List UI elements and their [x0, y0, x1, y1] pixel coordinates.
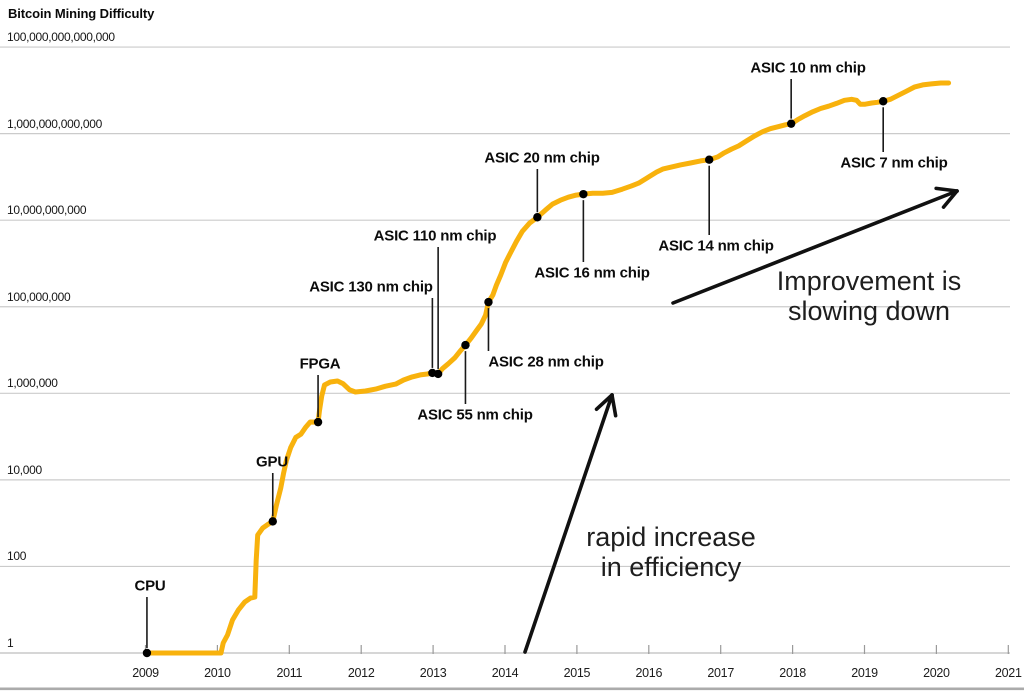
- trend-arrow-improvement-slowing: [671, 189, 959, 305]
- trend-arrow-rapid-increase: [523, 393, 614, 654]
- annotation-label-asic-16-nm-chip: ASIC 16 nm chip: [534, 264, 650, 282]
- trend-arrowhead-improvement-slowing-1: [934, 186, 959, 193]
- improvement-slowing-note-line1: Improvement is: [776, 266, 962, 296]
- x-axis-tick-label: 2017: [707, 666, 734, 680]
- x-axis-tick-label: 2018: [779, 666, 806, 680]
- annotation-label-asic-110-nm-chip: ASIC 110 nm chip: [373, 227, 497, 245]
- annotation-dot: [579, 189, 588, 199]
- y-axis-tick-label: 10,000: [7, 462, 42, 477]
- difficulty-curve: [143, 80, 952, 656]
- improvement-slowing-note: Improvement is slowing down: [777, 266, 962, 326]
- chart-title: Bitcoin Mining Difficulty: [8, 6, 155, 21]
- rapid-increase-note-line2: in efficiency: [600, 552, 742, 582]
- trend-arrowhead-rapid-increase-1: [594, 393, 614, 412]
- annotation-dot: [704, 155, 714, 164]
- annotation-label-cpu: CPU: [134, 577, 166, 595]
- x-axis-tick-label: 2020: [923, 666, 950, 680]
- annotation-dot: [484, 297, 493, 307]
- x-axis-tick-label: 2016: [635, 666, 663, 680]
- annotation-label-asic-28-nm-chip: ASIC 28 nm chip: [488, 353, 604, 371]
- trend-arrowhead-rapid-increase-0: [610, 393, 618, 418]
- x-axis-tick-label: 2021: [994, 666, 1022, 680]
- y-axis-tick-label: 100,000,000: [7, 289, 71, 304]
- trend-arrowhead-improvement-slowing-0: [941, 189, 959, 209]
- x-axis-tick-label: 2009: [132, 666, 159, 680]
- x-axis-tick-label: 2015: [563, 666, 591, 680]
- annotation-label-asic-20-nm-chip: ASIC 20 nm chip: [484, 149, 600, 167]
- x-axis-tick-label: 2010: [204, 666, 231, 680]
- annotation-dot: [533, 213, 542, 222]
- y-axis-tick-label: 100: [7, 549, 27, 564]
- rapid-increase-note-line1: rapid increase: [586, 522, 756, 552]
- x-axis-tick-label: 2012: [347, 666, 375, 680]
- annotation-dot: [433, 369, 443, 379]
- y-axis-tick-label: 100,000,000,000,000: [7, 30, 115, 45]
- annotation-label-fpga: FPGA: [299, 355, 341, 373]
- improvement-slowing-note-line2: slowing down: [787, 296, 951, 326]
- annotation-dot: [878, 97, 888, 106]
- bottom-border: [0, 687, 1024, 691]
- x-axis-tick-label: 2019: [851, 666, 878, 680]
- x-axis-tick-label: 2013: [419, 666, 447, 680]
- annotation-dot: [268, 517, 277, 526]
- x-axis-tick-label: 2011: [276, 666, 303, 680]
- annotation-dot: [142, 648, 152, 658]
- annotation-dot: [461, 340, 470, 350]
- y-axis-tick-label: 1,000,000,000,000: [7, 116, 102, 131]
- annotation-label-asic-7-nm-chip: ASIC 7 nm chip: [840, 154, 948, 172]
- annotation-label-gpu: GPU: [256, 453, 288, 471]
- annotation-label-asic-55-nm-chip: ASIC 55 nm chip: [417, 406, 533, 424]
- x-axis-tick-label: 2014: [491, 666, 519, 680]
- rapid-increase-note: rapid increase in efficiency: [586, 522, 756, 582]
- annotation-dot: [786, 119, 796, 128]
- y-axis-tick-label: 10,000,000,000: [7, 203, 87, 218]
- y-axis-tick-label: 1: [7, 636, 14, 650]
- y-axis-tick-label: 1,000,000: [7, 376, 58, 391]
- annotation-label-asic-10-nm-chip: ASIC 10 nm chip: [750, 59, 866, 77]
- annotation-label-asic-14-nm-chip: ASIC 14 nm chip: [658, 237, 774, 255]
- annotation-label-asic-130-nm-chip: ASIC 130 nm chip: [309, 278, 433, 296]
- annotation-dot: [313, 417, 323, 427]
